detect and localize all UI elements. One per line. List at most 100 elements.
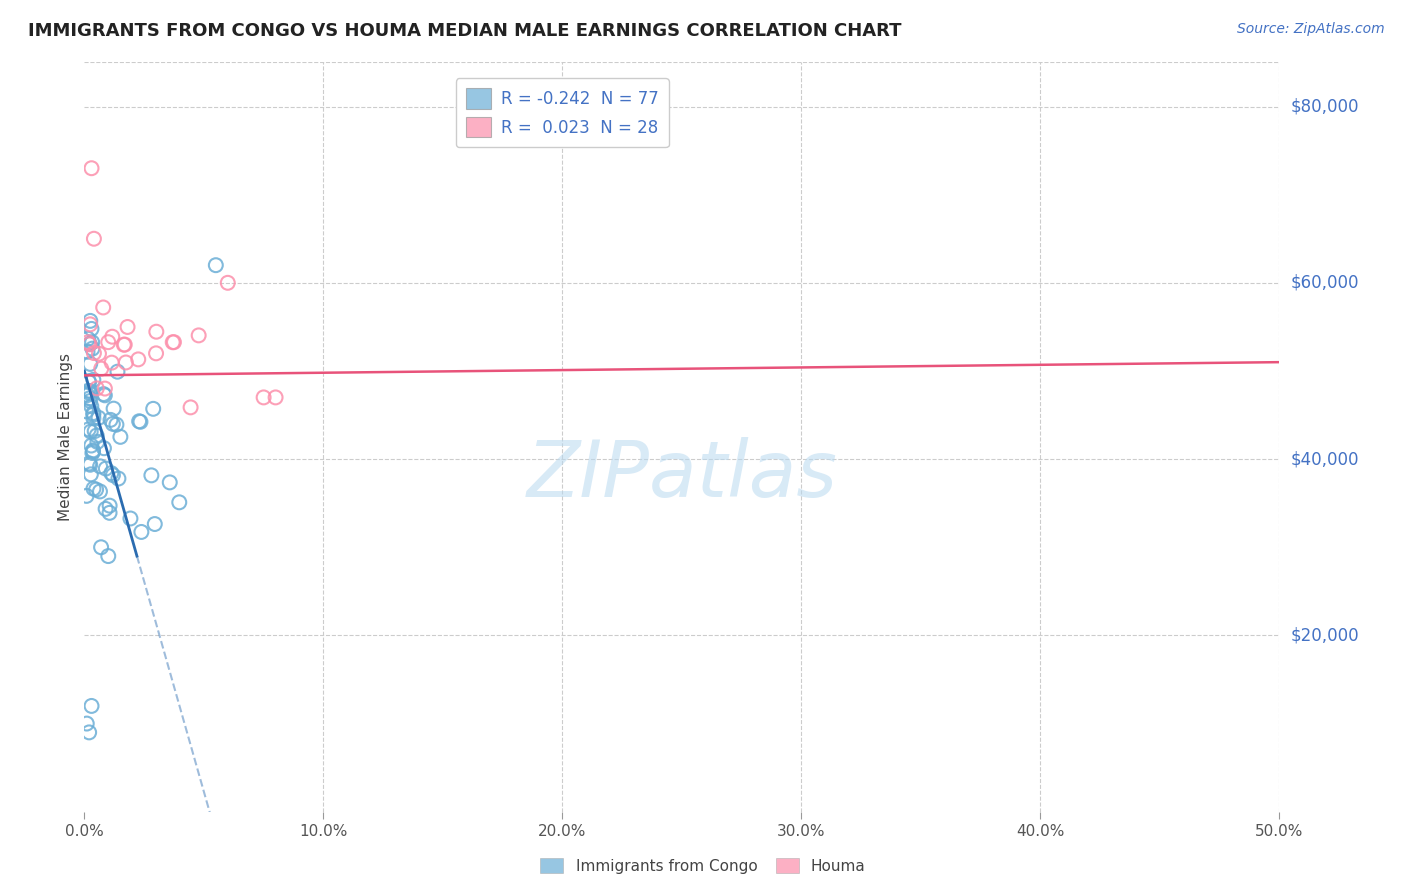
Point xyxy=(82,373,104,387)
Text: $40,000: $40,000 xyxy=(1291,450,1360,468)
Point xyxy=(82,335,104,350)
Point xyxy=(82,443,104,458)
Point xyxy=(97,335,120,350)
Point xyxy=(94,382,117,396)
Text: $80,000: $80,000 xyxy=(1291,97,1360,116)
Point xyxy=(100,466,122,480)
Point xyxy=(162,335,184,350)
Point xyxy=(79,357,101,371)
Point xyxy=(98,506,121,520)
Point xyxy=(101,329,124,343)
Point xyxy=(103,401,125,416)
Point xyxy=(83,232,105,246)
Point xyxy=(87,347,110,361)
Point xyxy=(101,417,124,431)
Y-axis label: Median Male Earnings: Median Male Earnings xyxy=(58,353,73,521)
Point xyxy=(159,475,181,490)
Point xyxy=(84,483,107,497)
Point xyxy=(83,346,105,360)
Point xyxy=(93,441,115,455)
Point xyxy=(79,337,101,351)
Text: IMMIGRANTS FROM CONGO VS HOUMA MEDIAN MALE EARNINGS CORRELATION CHART: IMMIGRANTS FROM CONGO VS HOUMA MEDIAN MA… xyxy=(28,22,901,40)
Point xyxy=(94,461,117,475)
Point xyxy=(117,320,139,334)
Point xyxy=(107,365,129,379)
Point xyxy=(217,276,239,290)
Point xyxy=(77,335,100,350)
Point xyxy=(87,410,110,425)
Point xyxy=(86,428,108,442)
Point xyxy=(79,392,101,406)
Point xyxy=(142,401,165,416)
Point xyxy=(127,352,149,367)
Text: Source: ZipAtlas.com: Source: ZipAtlas.com xyxy=(1237,22,1385,37)
Legend: R = -0.242  N = 77, R =  0.023  N = 28: R = -0.242 N = 77, R = 0.023 N = 28 xyxy=(456,78,669,147)
Point xyxy=(128,414,150,428)
Point xyxy=(100,413,122,427)
Text: ZIPatlas: ZIPatlas xyxy=(526,436,838,513)
Point xyxy=(105,417,128,432)
Point xyxy=(77,374,100,388)
Point xyxy=(83,424,105,438)
Point xyxy=(80,467,103,482)
Point xyxy=(114,337,136,351)
Point xyxy=(115,355,138,369)
Point xyxy=(100,356,122,370)
Point xyxy=(76,388,98,402)
Point xyxy=(98,499,121,513)
Point xyxy=(80,161,103,176)
Point xyxy=(82,342,104,356)
Point xyxy=(91,301,114,315)
Point xyxy=(110,430,132,444)
Point xyxy=(93,387,115,401)
Point xyxy=(80,698,103,713)
Point xyxy=(94,388,117,402)
Point xyxy=(94,501,117,516)
Point xyxy=(90,361,112,376)
Point xyxy=(79,386,101,401)
Point xyxy=(82,406,104,420)
Point xyxy=(112,337,135,351)
Point xyxy=(79,458,101,472)
Point xyxy=(180,401,202,415)
Point xyxy=(77,422,100,436)
Point xyxy=(82,411,104,425)
Point xyxy=(80,399,103,413)
Point xyxy=(145,346,167,360)
Point xyxy=(79,394,101,409)
Point xyxy=(79,384,101,398)
Point xyxy=(120,511,142,525)
Point xyxy=(75,404,97,418)
Point xyxy=(76,489,98,503)
Legend: Immigrants from Congo, Houma: Immigrants from Congo, Houma xyxy=(534,852,872,880)
Point xyxy=(89,459,111,474)
Text: $60,000: $60,000 xyxy=(1291,274,1360,292)
Point xyxy=(82,408,104,422)
Point xyxy=(76,716,98,731)
Point xyxy=(107,471,129,485)
Point xyxy=(77,384,100,398)
Point xyxy=(169,495,191,509)
Point xyxy=(80,322,103,336)
Point xyxy=(86,434,108,449)
Point xyxy=(77,725,100,739)
Point xyxy=(90,541,112,555)
Point xyxy=(187,328,209,343)
Point xyxy=(77,375,100,389)
Point xyxy=(97,549,120,563)
Text: $20,000: $20,000 xyxy=(1291,626,1360,644)
Point xyxy=(79,337,101,351)
Point xyxy=(205,258,228,272)
Point xyxy=(82,446,104,460)
Point xyxy=(77,332,100,346)
Point xyxy=(86,381,108,395)
Point xyxy=(80,425,103,439)
Point xyxy=(264,391,287,405)
Point xyxy=(145,325,167,339)
Point xyxy=(82,444,104,458)
Point xyxy=(77,457,100,471)
Point xyxy=(101,468,124,483)
Point xyxy=(143,516,166,531)
Point xyxy=(89,484,111,499)
Point xyxy=(163,335,186,350)
